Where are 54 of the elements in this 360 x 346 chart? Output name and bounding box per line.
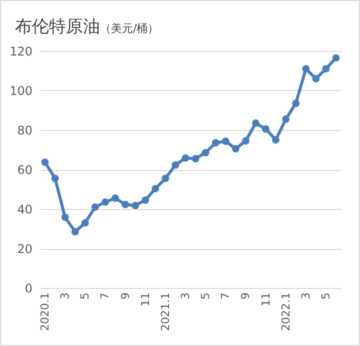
point (312, 74, 320, 82)
point (162, 174, 170, 182)
point (302, 65, 310, 72)
point (91, 203, 99, 211)
point (152, 184, 160, 192)
y-tick-label: 0 (24, 282, 32, 296)
y-tick-label: 120 (10, 44, 32, 58)
point (212, 139, 220, 147)
y-tick-label: 40 (17, 202, 32, 216)
point (322, 65, 330, 72)
x-tick-label: 2020.1 (38, 292, 52, 331)
x-tick-label: 9 (239, 292, 252, 300)
point (71, 228, 79, 236)
x-tick-label: 2021.1 (158, 292, 172, 331)
point (51, 174, 59, 182)
y-tick-label: 20 (17, 242, 32, 256)
y-tick-label: 100 (10, 84, 32, 98)
point (282, 115, 290, 123)
point (182, 154, 190, 162)
point (262, 125, 270, 133)
x-tick-label: 5 (78, 292, 92, 300)
point (222, 138, 230, 145)
chart-subtitle: （美元/桶） (100, 22, 159, 35)
point (41, 158, 49, 166)
x-tick-label: 5 (319, 292, 332, 300)
point (61, 214, 69, 221)
point (142, 196, 150, 204)
point (202, 149, 210, 156)
x-tick-label: 3 (58, 292, 72, 300)
x-tick-label: 5 (199, 292, 212, 300)
point (332, 54, 340, 62)
point (112, 194, 119, 202)
point (252, 119, 260, 127)
x-tick-label: 11 (259, 292, 272, 306)
x-tick-label: 11 (138, 292, 152, 306)
x-tick-label: 2022.1 (279, 292, 292, 331)
point (81, 219, 89, 227)
x-tick-label: 3 (178, 292, 192, 300)
point (132, 202, 140, 210)
point (232, 145, 240, 152)
point (292, 100, 300, 108)
x-tick-label: 3 (299, 292, 312, 300)
y-tick-label: 80 (17, 124, 32, 138)
x-tick-label: 7 (219, 292, 232, 300)
y-tick-label: 60 (17, 163, 32, 177)
chart-title: 布伦特原油 (15, 17, 100, 37)
point (102, 198, 109, 206)
point (192, 154, 200, 162)
point (122, 200, 129, 208)
point (272, 136, 280, 144)
x-tick-label: 9 (118, 292, 132, 300)
point (242, 137, 250, 145)
point (172, 161, 180, 169)
x-tick-label: 7 (98, 292, 112, 300)
